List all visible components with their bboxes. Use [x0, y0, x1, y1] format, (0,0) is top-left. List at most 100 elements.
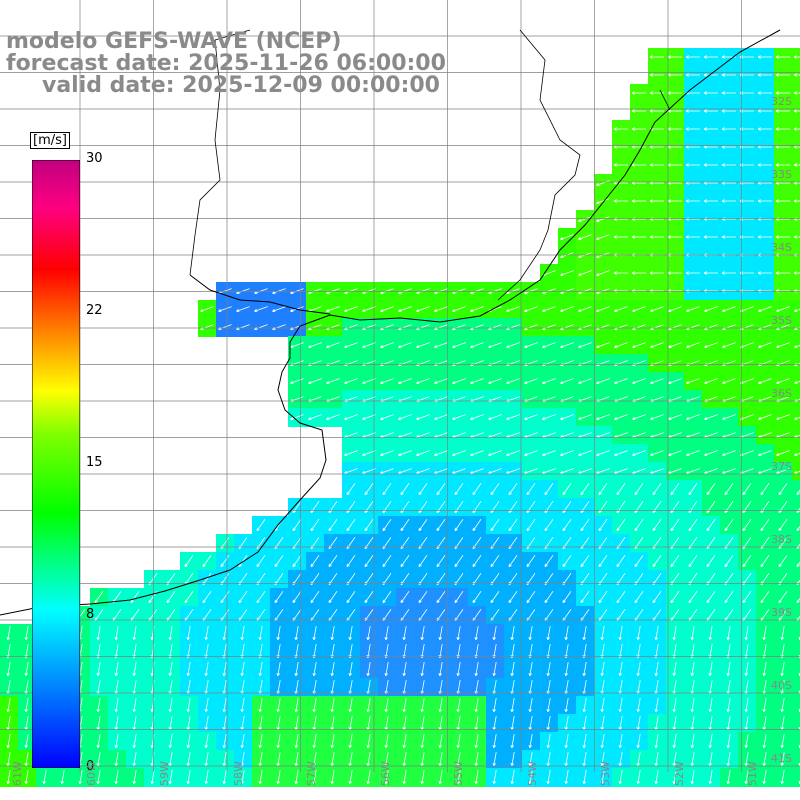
field-cell	[792, 534, 800, 553]
field-cell	[180, 624, 199, 643]
field-cell	[414, 732, 433, 751]
field-cell	[666, 390, 685, 409]
wind-arrow	[722, 342, 736, 349]
field-cell	[720, 480, 739, 499]
wind-arrow	[631, 163, 646, 167]
wind-arrow	[330, 734, 335, 749]
field-cell	[396, 696, 415, 715]
field-cell	[612, 660, 631, 679]
wind-arrow	[794, 416, 800, 421]
field-cell	[252, 606, 271, 625]
field-cell	[450, 336, 469, 355]
wind-arrow	[667, 55, 682, 59]
field-cell	[612, 408, 631, 427]
wind-arrow	[578, 234, 592, 241]
wind-arrow	[726, 626, 731, 641]
field-cell	[306, 552, 325, 571]
field-cell	[792, 570, 800, 589]
wind-arrow	[650, 450, 664, 457]
field-cell	[648, 138, 667, 157]
field-cell	[342, 678, 361, 697]
field-cell	[180, 606, 199, 625]
field-cell	[576, 678, 595, 697]
field-cell	[126, 678, 145, 697]
field-cell	[720, 642, 739, 661]
wind-arrow	[492, 734, 497, 749]
field-cell	[612, 246, 631, 265]
field-cell	[234, 642, 253, 661]
wind-arrow	[614, 378, 628, 385]
wind-arrow	[366, 698, 371, 713]
field-cell	[90, 732, 109, 751]
field-cell	[450, 732, 469, 751]
field-cell	[288, 390, 307, 409]
wind-arrow	[672, 662, 677, 677]
field-cell	[666, 120, 685, 139]
field-cell	[288, 696, 307, 715]
field-cell	[576, 642, 595, 661]
wind-arrow	[722, 450, 736, 457]
field-cell	[378, 750, 397, 769]
field-cell	[504, 768, 523, 787]
wind-arrow	[654, 752, 659, 767]
wind-arrow	[775, 55, 790, 59]
wind-arrow	[600, 734, 605, 749]
field-cell	[720, 48, 739, 67]
wind-arrow	[42, 770, 47, 785]
field-cell	[756, 570, 775, 589]
field-cell	[792, 750, 800, 769]
wind-arrow	[114, 626, 119, 641]
field-cell	[612, 444, 631, 463]
field-cell	[270, 642, 289, 661]
field-cell	[666, 210, 685, 229]
wind-arrow	[400, 483, 410, 496]
field-cell	[504, 462, 523, 481]
field-cell	[396, 732, 415, 751]
field-cell	[360, 534, 379, 553]
field-cell	[414, 552, 433, 571]
wind-arrow	[474, 752, 479, 767]
field-cell	[666, 516, 685, 535]
field-cell	[684, 552, 703, 571]
field-cell	[558, 660, 577, 679]
wind-arrow	[760, 555, 770, 568]
wind-arrow	[222, 734, 227, 749]
field-cell	[648, 768, 667, 787]
field-cell	[684, 246, 703, 265]
field-cell	[324, 642, 343, 661]
field-cell	[792, 156, 800, 175]
wind-arrow	[631, 91, 646, 95]
field-cell	[576, 768, 595, 787]
field-cell	[288, 606, 307, 625]
field-cell	[540, 624, 559, 643]
lon-label: 60W	[84, 761, 98, 786]
field-cell	[288, 552, 307, 571]
wind-arrow	[649, 163, 664, 167]
field-cell	[378, 480, 397, 499]
field-cell	[594, 372, 613, 391]
field-cell	[396, 444, 415, 463]
wind-arrow	[132, 734, 137, 749]
field-cell	[396, 624, 415, 643]
wind-arrow	[685, 109, 700, 113]
wind-arrow	[650, 306, 664, 313]
wind-arrow	[724, 591, 734, 604]
field-cell	[720, 336, 739, 355]
field-cell	[162, 660, 181, 679]
field-cell	[288, 750, 307, 769]
field-cell	[0, 750, 19, 769]
wind-arrow	[668, 414, 682, 421]
lat-label: 37S	[771, 460, 792, 473]
field-cell	[396, 750, 415, 769]
field-cell	[774, 480, 793, 499]
field-cell	[522, 552, 541, 571]
field-cell	[414, 480, 433, 499]
wind-arrow	[24, 662, 29, 677]
field-cell	[396, 768, 415, 787]
field-cell	[576, 336, 595, 355]
wind-arrow	[564, 752, 569, 767]
field-cell	[450, 426, 469, 445]
field-cell	[648, 318, 667, 337]
lon-label: 53W	[599, 761, 612, 786]
field-cell	[396, 714, 415, 733]
